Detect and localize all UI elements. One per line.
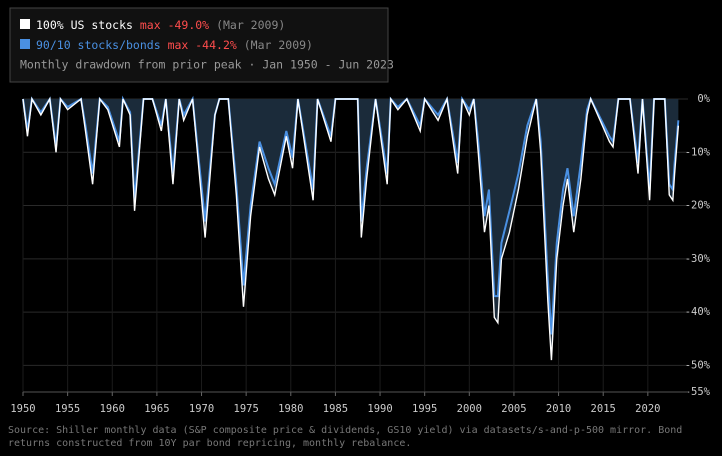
y-tick-label: 0%	[697, 93, 710, 105]
series-line	[22, 96, 680, 361]
legend-date: (Mar 2009)	[216, 18, 285, 32]
y-tick-label: -20%	[685, 200, 711, 212]
x-tick-label: 2020	[635, 403, 660, 415]
x-tick-label: 1995	[412, 403, 437, 415]
x-tick-label: 1970	[189, 403, 214, 415]
x-tick-label: 1955	[55, 403, 80, 415]
y-tick-label: -40%	[685, 306, 711, 318]
source: Source: Shiller monthly data (S&P compos…	[8, 425, 683, 449]
x-tick-label: 2000	[457, 403, 482, 415]
subtitle: Monthly drawdown from prior peak · Jan 1…	[20, 58, 394, 72]
legend-swatch	[20, 19, 30, 29]
y-tick-label: -10%	[685, 146, 711, 158]
x-tick-label: 1990	[367, 403, 392, 415]
area	[23, 99, 679, 361]
y-tick-label: -55%	[685, 386, 711, 398]
y-tick-label: -30%	[685, 253, 711, 265]
x-tick-label: 1980	[278, 403, 303, 415]
y-tick-label: -50%	[685, 359, 711, 371]
x-tick-label: 1985	[323, 403, 348, 415]
x-tick-label: 2005	[501, 403, 526, 415]
legend-swatch	[20, 39, 30, 49]
legend-max: max -44.2%	[168, 38, 237, 52]
legend-name: 100% US stocks	[36, 18, 133, 32]
x-tick-label: 2015	[591, 403, 616, 415]
legend-line: 100% US stocks max -49.0% (Mar 2009)	[36, 18, 285, 32]
x-tick-label: 2010	[546, 403, 571, 415]
legend-box	[9, 7, 389, 83]
x-tick-label: 1975	[234, 403, 259, 415]
plot: 0% -10% -20% -30% -40% -50% -55% 1950 1955 1960 19…	[10, 93, 710, 415]
legend-name: 90/10 stocks/bonds	[36, 38, 161, 52]
legend-line: 90/10 stocks/bonds max -44.2% (Mar 2009)	[36, 38, 313, 52]
legend-date: (Mar 2009)	[244, 38, 313, 52]
legend-max: max -49.0%	[140, 18, 209, 32]
source-box: Source: Shiller monthly data (S&P compos…	[8, 425, 683, 449]
x-tick-label: 1965	[144, 403, 169, 415]
x-tick-label: 1950	[10, 403, 35, 415]
x-tick-label: 1960	[100, 403, 125, 415]
